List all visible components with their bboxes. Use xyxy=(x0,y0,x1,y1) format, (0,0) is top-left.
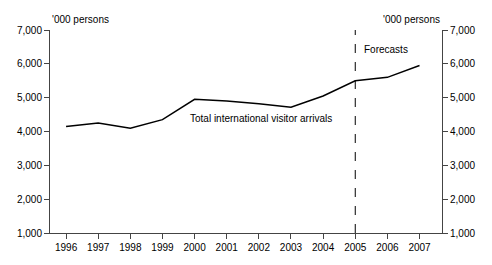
svg-text:7,000: 7,000 xyxy=(450,25,475,36)
svg-text:2,000: 2,000 xyxy=(450,194,475,205)
svg-text:1999: 1999 xyxy=(151,242,174,253)
svg-text:1998: 1998 xyxy=(119,242,142,253)
svg-text:2001: 2001 xyxy=(216,242,239,253)
svg-text:1996: 1996 xyxy=(55,242,78,253)
svg-text:7,000: 7,000 xyxy=(17,25,42,36)
svg-text:3,000: 3,000 xyxy=(17,160,42,171)
svg-text:2003: 2003 xyxy=(280,242,303,253)
svg-text:2,000: 2,000 xyxy=(17,194,42,205)
svg-text:6,000: 6,000 xyxy=(17,58,42,69)
svg-text:5,000: 5,000 xyxy=(17,92,42,103)
svg-text:2000: 2000 xyxy=(183,242,206,253)
svg-text:'000 persons: '000 persons xyxy=(383,14,440,25)
svg-text:Forecasts: Forecasts xyxy=(364,44,408,55)
svg-text:2006: 2006 xyxy=(376,242,399,253)
svg-text:2005: 2005 xyxy=(344,242,367,253)
svg-text:1997: 1997 xyxy=(87,242,110,253)
svg-text:4,000: 4,000 xyxy=(17,126,42,137)
svg-text:6,000: 6,000 xyxy=(450,58,475,69)
svg-text:Total international visitor ar: Total international visitor arrivals xyxy=(190,113,332,124)
svg-text:4,000: 4,000 xyxy=(450,126,475,137)
svg-text:2004: 2004 xyxy=(312,242,335,253)
svg-text:1,000: 1,000 xyxy=(450,228,475,239)
svg-text:5,000: 5,000 xyxy=(450,92,475,103)
svg-text:1,000: 1,000 xyxy=(17,228,42,239)
svg-text:'000 persons: '000 persons xyxy=(52,14,109,25)
svg-text:2007: 2007 xyxy=(408,242,431,253)
svg-text:2002: 2002 xyxy=(248,242,271,253)
svg-text:3,000: 3,000 xyxy=(450,160,475,171)
